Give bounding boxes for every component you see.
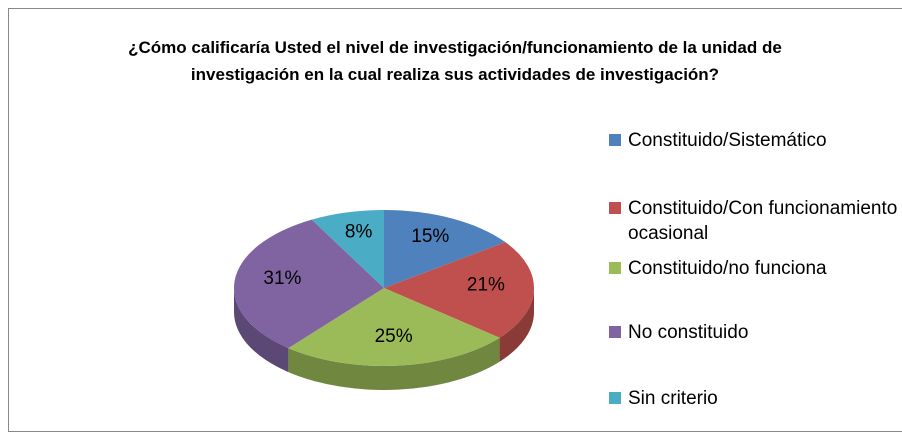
chart-title: ¿Cómo calificaría Usted el nivel de inve… <box>128 38 782 84</box>
pie-slice <box>288 288 500 367</box>
pie-slice <box>234 219 384 349</box>
legend-swatch <box>609 326 621 338</box>
legend-label: Sin criterio <box>628 388 718 409</box>
pie-slice-side <box>234 288 289 373</box>
data-label: 8% <box>345 222 373 243</box>
legend-swatch <box>609 202 621 214</box>
legend-label: Constituido/Sistemático <box>628 130 827 151</box>
pie-slice <box>384 210 506 288</box>
chart-border <box>8 8 902 432</box>
legend-label: No constituido <box>628 322 749 343</box>
legend-swatch <box>609 134 621 146</box>
pie-slice <box>384 242 535 338</box>
pie-slice-side <box>499 288 534 362</box>
legend-swatch <box>609 262 621 274</box>
legend-label: Constituido/no funciona <box>628 258 827 279</box>
data-label: 25% <box>375 326 413 347</box>
legend-swatch <box>609 392 621 404</box>
pie-slice-side <box>288 337 500 390</box>
legend-label: Constituido/Con funcionamiento ocasional <box>628 198 898 244</box>
data-label: 15% <box>411 226 449 247</box>
pie-slice <box>311 210 384 288</box>
data-label: 21% <box>467 275 505 296</box>
data-label: 31% <box>263 268 301 289</box>
